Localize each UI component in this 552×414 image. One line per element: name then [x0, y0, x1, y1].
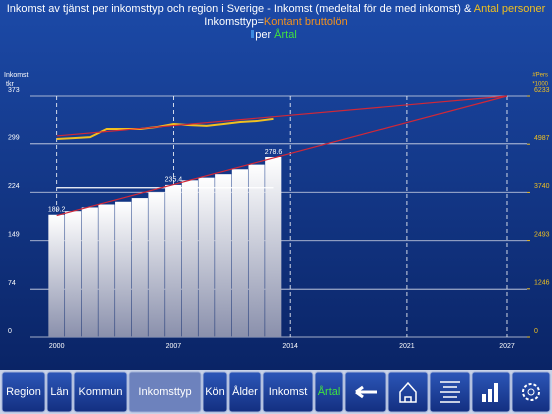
toolbar-label[interactable]: Årtal	[318, 385, 341, 398]
toolbar-button[interactable]	[128, 371, 202, 413]
y2-tick-label: 4987	[534, 135, 550, 142]
x-tick-label: 2014	[282, 343, 298, 350]
toolbar-button[interactable]	[73, 371, 128, 413]
toolbar-label[interactable]: Region	[6, 386, 41, 398]
icon-settings[interactable]	[511, 371, 551, 413]
icon-back[interactable]	[344, 371, 387, 413]
bar	[131, 198, 148, 337]
data-label: 235.4	[165, 177, 183, 184]
toolbar-button[interactable]	[314, 371, 344, 413]
y2-tick-label: 2493	[534, 231, 550, 238]
toolbar-label[interactable]: Inkomsttyp	[138, 386, 191, 398]
bar	[265, 156, 282, 337]
y2-tick-label: 0	[534, 328, 538, 335]
icon	[399, 381, 417, 403]
icon	[527, 388, 535, 396]
bar	[198, 177, 215, 337]
toolbar-label[interactable]: Län	[50, 386, 68, 398]
line	[56, 117, 274, 141]
trend-line	[56, 95, 508, 217]
bar	[81, 207, 98, 337]
toolbar-label[interactable]: Kommun	[78, 386, 122, 398]
data-label: 278.6	[265, 149, 283, 156]
bar	[115, 201, 132, 337]
y-tick-label: 0	[8, 328, 12, 335]
y-label: Inkomst	[4, 72, 29, 79]
bar	[165, 184, 182, 337]
bar	[215, 174, 232, 337]
toolbar-label[interactable]: Inkomst	[269, 386, 308, 398]
subtitle-value: Kontant bruttolön	[264, 16, 348, 28]
y2-tick-label: 3740	[534, 183, 550, 190]
y2-label: #Pers	[532, 73, 548, 79]
title: Inkomst av tjänst per inkomsttyp och reg…	[7, 3, 474, 15]
y-tick-label: 299	[8, 135, 20, 142]
bar	[65, 211, 82, 337]
bar	[98, 204, 115, 337]
by-line: per Årtal	[255, 28, 297, 41]
toolbar-button[interactable]	[46, 371, 73, 413]
y-tick-label: 373	[8, 87, 20, 94]
x-tick-label: 2021	[399, 343, 415, 350]
y2-label: *1000	[532, 82, 548, 88]
icon	[482, 383, 498, 402]
y2-tick-label: 6233	[534, 87, 550, 94]
button[interactable]	[511, 371, 551, 413]
icon	[251, 30, 254, 38]
toolbar-button[interactable]	[262, 371, 314, 413]
y2-tick-label: 1246	[534, 280, 550, 287]
y-tick-label: 224	[8, 183, 20, 190]
x-tick-label: 2027	[499, 343, 515, 350]
bar	[248, 164, 265, 337]
toolbar-label[interactable]: Kön	[205, 386, 225, 398]
trend-line	[56, 95, 508, 137]
y-tick-label: 74	[8, 280, 16, 287]
button[interactable]	[387, 371, 429, 413]
icon	[355, 385, 377, 399]
icon-sort[interactable]	[429, 371, 471, 413]
y-tick-label: 149	[8, 232, 20, 239]
toolbar: Region Län Kommun Inkomsttyp Kön Ålder Inkomst…	[1, 371, 344, 413]
y-label: tkr	[6, 81, 14, 88]
x-tick-label: 2007	[166, 343, 182, 350]
bar	[181, 180, 198, 337]
chart-title: Inkomst av tjänst per inkomsttyp och reg…	[7, 3, 546, 15]
icon	[522, 383, 540, 401]
icon-chart[interactable]	[471, 371, 511, 413]
x-tick-label: 2000	[49, 343, 65, 350]
by-label: per	[255, 29, 274, 41]
bar	[148, 192, 165, 337]
by-value: Årtal	[274, 28, 297, 41]
icon-home[interactable]	[387, 371, 429, 413]
subtitle: Inkomsttyp=Kontant bruttolön	[204, 16, 347, 28]
title-highlight: Antal personer	[474, 3, 546, 15]
toolbar-button[interactable]	[202, 371, 228, 413]
icon	[440, 381, 460, 403]
toolbar-button[interactable]	[1, 371, 46, 413]
bar	[231, 169, 248, 337]
data-label: 189.2	[48, 207, 66, 214]
toolbar-button[interactable]	[228, 371, 262, 413]
subtitle-label: Inkomsttyp=	[204, 16, 264, 28]
toolbar-label[interactable]: Ålder	[232, 385, 258, 398]
bar	[48, 214, 65, 337]
